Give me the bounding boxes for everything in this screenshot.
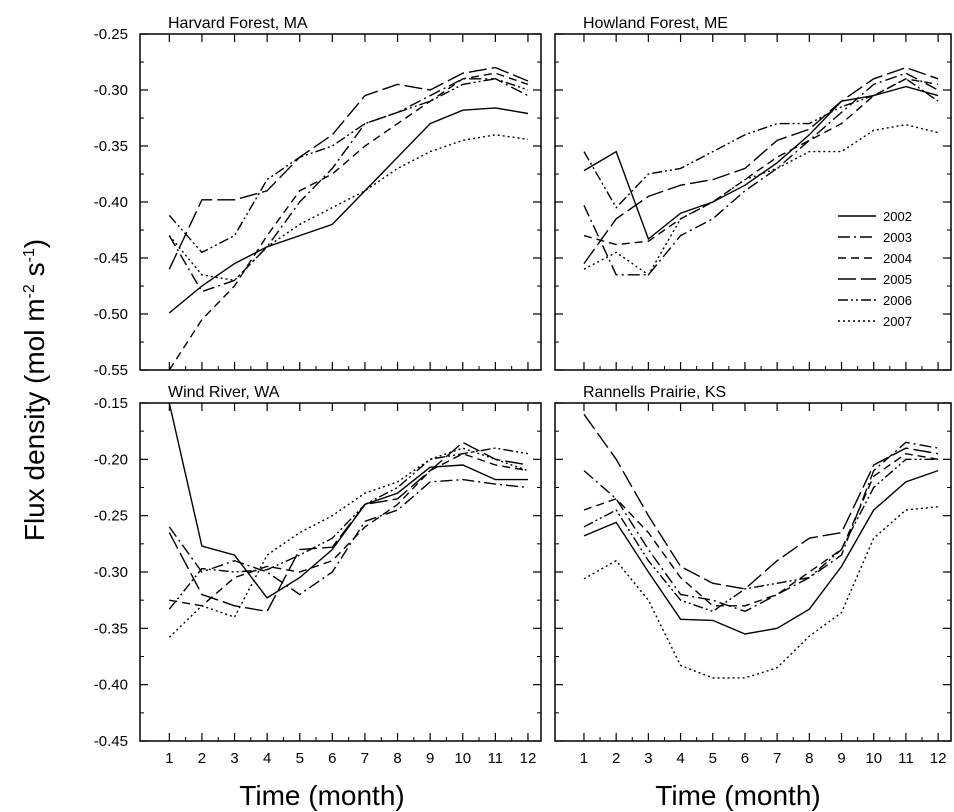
x-tick-label: 9 (837, 750, 845, 767)
x-tick-label: 2 (198, 750, 206, 767)
y-tick-label: -0.50 (94, 306, 128, 323)
y-axis-label: Flux density (mol m-2 s-1) (19, 239, 50, 541)
series-line-2002 (583, 85, 939, 241)
series-line-2005 (583, 66, 939, 265)
series-line-2003 (583, 441, 939, 613)
series-line-2005 (168, 66, 529, 270)
x-tick-label: 10 (454, 750, 471, 767)
plot-frame (554, 402, 952, 742)
series-line-2002 (168, 107, 529, 314)
x-tick-label: 7 (361, 750, 369, 767)
x-tick-label: 3 (230, 750, 238, 767)
y-tick-label: -0.35 (94, 620, 128, 637)
x-tick-label: 11 (488, 750, 504, 767)
x-axis-label-left: Time (month) (239, 780, 404, 811)
y-tick-label: -0.15 (94, 395, 128, 412)
series-line-2006 (583, 77, 939, 209)
x-tick-label: 1 (165, 750, 173, 767)
series-line-2004 (583, 452, 939, 607)
series-line-2002 (168, 403, 528, 599)
y-tick-label: -0.20 (94, 451, 128, 468)
panel-title: Wind River, WA (168, 384, 280, 401)
panel-title: Harvard Forest, MA (168, 15, 308, 32)
x-tick-label: 7 (773, 750, 781, 767)
x-tick-label: 3 (644, 750, 652, 767)
series-line-2006 (168, 447, 529, 610)
x-tick-label: 6 (741, 750, 749, 767)
series-line-2003 (168, 78, 529, 293)
y-tick-label: -0.25 (94, 26, 128, 43)
series-line-2004 (169, 452, 529, 607)
panel-wind-river: Wind River, WA1 2 3 4 5 6 7 8 9 10 11 12-0.15-0.20-… (94, 384, 542, 767)
series-line-2006 (583, 458, 939, 613)
series-line-2005 (168, 441, 529, 613)
x-tick-label: 8 (805, 750, 813, 767)
series-line-2007 (168, 447, 529, 638)
x-tick-label: 11 (898, 750, 914, 767)
x-tick-label: 6 (328, 750, 336, 767)
panel-title: Howland Forest, ME (583, 15, 728, 32)
legend-label-2007: 2007 (883, 314, 912, 329)
x-tick-label: 5 (709, 750, 717, 767)
x-tick-label: 1 (580, 750, 588, 767)
y-tick-label: -0.25 (94, 508, 128, 525)
y-tick-label: -0.45 (94, 250, 128, 267)
y-tick-label: -0.35 (94, 138, 128, 155)
x-tick-label: 9 (426, 750, 434, 767)
panel-rannells-prairie: Rannells Prairie, KS1 2 3 4 5 6 7 8 9 10 11 12 (554, 384, 952, 767)
x-tick-label: 8 (393, 750, 401, 767)
series-line-2006 (168, 78, 529, 254)
legend-label-2004: 2004 (883, 251, 912, 266)
y-tick-label: -0.55 (94, 362, 128, 379)
panel-harvard-forest: Harvard Forest, MA -0.25 -0.30 -0.35 -0.40 -0… (94, 15, 542, 379)
legend-label-2005: 2005 (883, 272, 912, 287)
series-line-2002 (583, 469, 939, 635)
y-tick-label: -0.40 (94, 677, 128, 694)
x-tick-label: 12 (520, 750, 537, 767)
series-line-2007 (168, 134, 529, 282)
panel-title: Rannells Prairie, KS (583, 384, 726, 401)
x-tick-label: 10 (865, 750, 882, 767)
x-tick-label: 4 (263, 750, 271, 767)
x-tick-label: 5 (296, 750, 304, 767)
panel-howland-forest: Howland Forest, ME (554, 15, 952, 371)
legend-label-2003: 2003 (883, 230, 912, 245)
legend: 2002 2003 2004 2005 2006 2007 (838, 209, 912, 329)
series-line-2005 (583, 413, 939, 590)
y-tick-label: -0.40 (94, 194, 128, 211)
series-line-2003 (168, 478, 529, 596)
x-tick-label: 12 (930, 750, 947, 767)
series-line-2004 (168, 72, 529, 370)
x-tick-label: 4 (676, 750, 684, 767)
x-axis-label-right: Time (month) (655, 780, 820, 811)
x-tick-label: 2 (612, 750, 620, 767)
y-tick-label: -0.30 (94, 82, 128, 99)
legend-label-2002: 2002 (883, 209, 912, 224)
legend-label-2006: 2006 (883, 293, 912, 308)
y-tick-label: -0.45 (94, 733, 128, 750)
plot-frame (139, 402, 542, 742)
y-tick-label: -0.30 (94, 564, 128, 581)
